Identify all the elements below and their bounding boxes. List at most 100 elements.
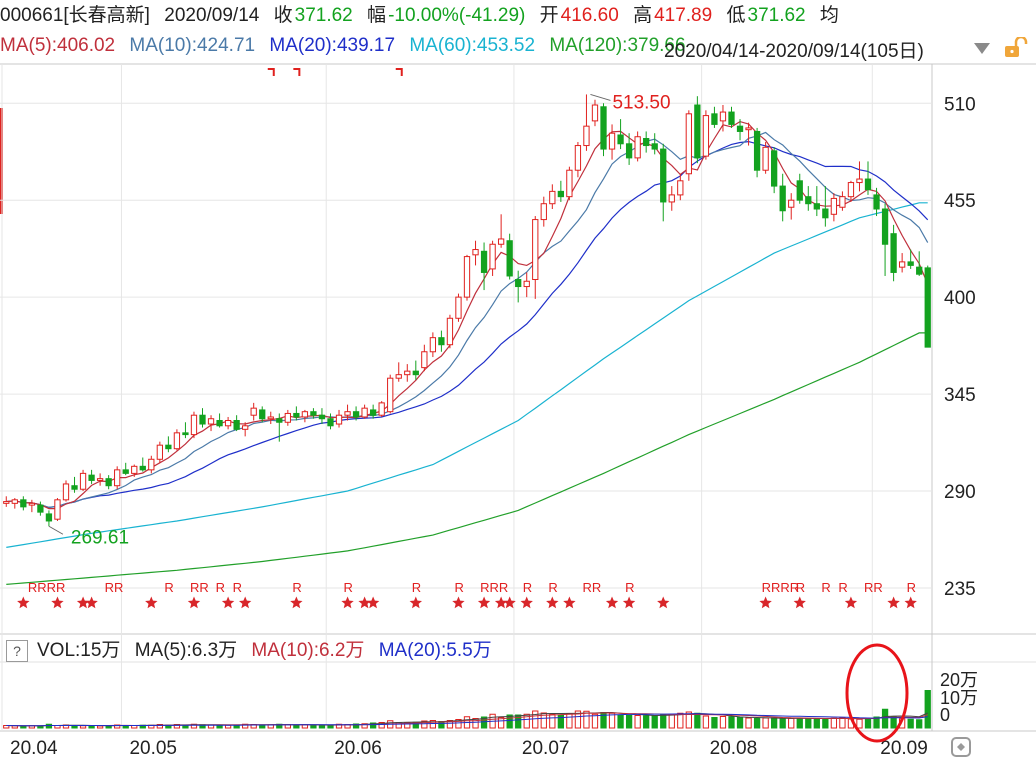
- volume-bar: [583, 710, 590, 729]
- volume-bar: [830, 717, 838, 729]
- close-label: 收: [273, 5, 293, 26]
- vol-label: VOL:15万: [37, 640, 121, 661]
- candle-body: [20, 499, 27, 508]
- signal-r-label: RR: [582, 580, 601, 595]
- watermark-logo: [950, 736, 1032, 760]
- candle-body: [651, 143, 658, 150]
- volume-bar: [796, 717, 803, 729]
- volume-bar: [352, 723, 360, 729]
- candle-body: [28, 502, 36, 506]
- signal-star-icon: [239, 596, 252, 609]
- volume-bar: [779, 718, 786, 729]
- volume-bar: [480, 716, 488, 729]
- candle-body: [566, 169, 573, 198]
- candle-body: [412, 370, 419, 376]
- volume-bar: [771, 717, 778, 729]
- candle-body: [11, 499, 18, 504]
- candle-body: [660, 148, 667, 203]
- volume-bar: [327, 724, 334, 729]
- candle-body: [45, 513, 53, 522]
- signal-star-icon: [367, 596, 380, 609]
- signal-r-label: R: [412, 580, 421, 595]
- signal-star-icon: [563, 596, 576, 609]
- signal-star-icon: [546, 596, 559, 609]
- candle-body: [480, 250, 488, 273]
- date-range-label[interactable]: 2020/04/14-2020/09/14(105日): [664, 41, 924, 62]
- price-tick-label: 345: [944, 385, 976, 406]
- candle-body: [156, 444, 163, 460]
- help-button[interactable]: ?: [6, 640, 28, 662]
- volume-bar: [634, 715, 641, 729]
- candle-body: [890, 233, 897, 273]
- candle-body: [438, 337, 445, 346]
- candle-body: [216, 420, 223, 427]
- signal-star-icon: [793, 596, 806, 609]
- ma5-line: [6, 120, 929, 510]
- candle-body: [165, 444, 172, 450]
- candle-body: [702, 115, 710, 157]
- candle-body: [335, 414, 343, 425]
- candle-body: [788, 199, 795, 208]
- candle-body: [421, 351, 428, 369]
- price-tick-label: 455: [944, 191, 976, 212]
- candle-body: [455, 296, 462, 319]
- high-price-label: 513.50: [612, 92, 670, 113]
- signal-star-icon: [187, 596, 201, 609]
- candle-body: [54, 499, 61, 520]
- highlight-ellipse: [845, 643, 909, 743]
- top-signal-marker: [293, 68, 301, 76]
- price-tick-label: 400: [944, 288, 976, 309]
- candle-body: [711, 113, 718, 125]
- candle-body: [668, 194, 675, 203]
- volume-bar: [549, 713, 556, 729]
- candle-body: [404, 370, 411, 376]
- candle-body: [830, 197, 838, 215]
- volume-bar: [668, 714, 675, 729]
- candle-body: [881, 208, 889, 245]
- signal-star-icon: [844, 596, 858, 609]
- volume-bar: [591, 713, 599, 729]
- chevron-down-icon[interactable]: [972, 38, 992, 58]
- candle-body: [907, 261, 914, 266]
- volume-bar: [711, 717, 718, 729]
- volume-bar: [96, 725, 104, 729]
- signal-star-icon: [290, 596, 303, 609]
- candle-body: [600, 106, 607, 150]
- volume-bar: [293, 724, 300, 729]
- candle-body: [634, 136, 641, 159]
- candle-body: [79, 472, 87, 490]
- candle-body: [310, 411, 317, 416]
- signal-star-icon: [17, 596, 30, 609]
- signal-r-label: R: [796, 580, 805, 595]
- volume-bar: [728, 716, 735, 729]
- signal-r-label: R: [164, 580, 173, 595]
- price-tick-label: 510: [944, 94, 976, 115]
- low-price-label: 269.61: [71, 527, 129, 548]
- vol-ma20-label: MA(20):5.5万: [378, 640, 492, 661]
- volume-bar: [523, 713, 530, 729]
- candle-body: [643, 138, 650, 147]
- candle-body: [557, 190, 564, 198]
- avg-label: 均: [819, 5, 839, 26]
- signal-r-label: R: [821, 580, 830, 595]
- ma20-line: [6, 140, 929, 509]
- vol-ma5-label: MA(5):6.3万: [134, 640, 238, 661]
- volume-bar: [540, 712, 547, 729]
- candle-body: [796, 180, 803, 201]
- signal-star-icon: [605, 596, 619, 609]
- candle-body: [617, 134, 624, 145]
- signal-r-label: R: [216, 580, 225, 595]
- price-tick-label: 290: [944, 482, 976, 503]
- candle-body: [301, 411, 309, 418]
- top-signal-marker: [267, 68, 275, 76]
- candle-body: [924, 267, 931, 348]
- candle-body: [762, 146, 769, 171]
- candle-body: [847, 182, 855, 198]
- lock-icon[interactable]: [1002, 37, 1030, 59]
- volume-bar: [736, 717, 744, 729]
- ma20-label: MA(20):439.17: [269, 35, 396, 56]
- high-label: 高: [633, 5, 653, 26]
- signal-star-icon: [759, 596, 772, 609]
- volume-bar: [318, 725, 326, 729]
- open-label: 开: [539, 5, 559, 26]
